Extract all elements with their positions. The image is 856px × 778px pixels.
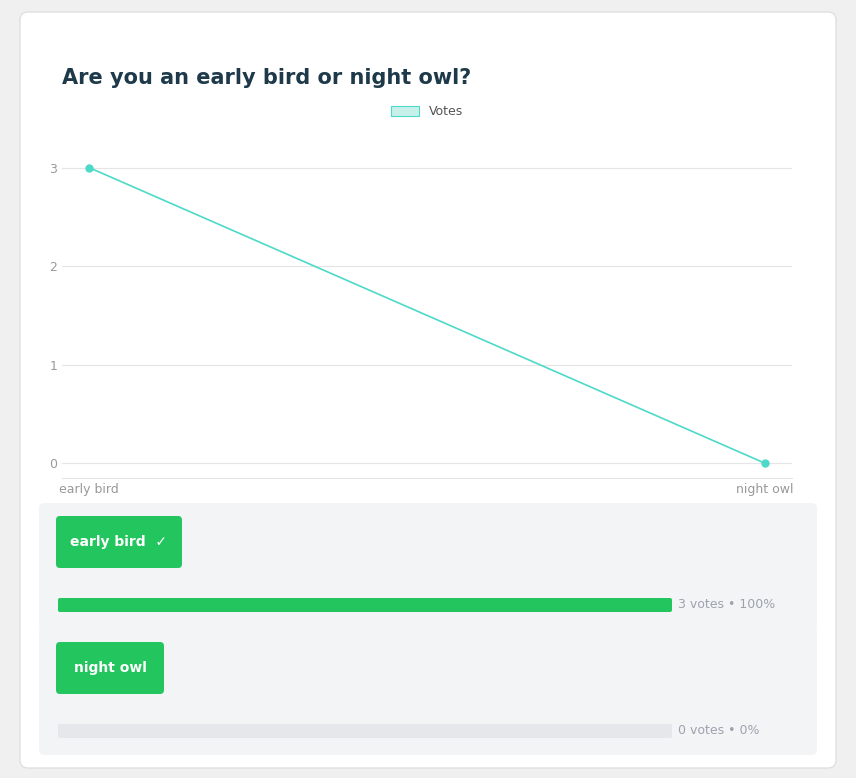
FancyBboxPatch shape [58,598,672,612]
FancyBboxPatch shape [39,627,817,755]
Text: night owl: night owl [74,661,146,675]
Text: Are you an early bird or night owl?: Are you an early bird or night owl? [62,68,472,88]
Text: early bird  ✓: early bird ✓ [70,535,168,549]
FancyBboxPatch shape [56,642,164,694]
FancyBboxPatch shape [58,598,672,612]
Text: 0 votes • 0%: 0 votes • 0% [678,724,759,738]
Text: 3 votes • 100%: 3 votes • 100% [678,598,776,612]
FancyBboxPatch shape [20,12,836,768]
FancyBboxPatch shape [39,503,817,631]
FancyBboxPatch shape [56,516,182,568]
Legend: Votes: Votes [386,100,468,123]
FancyBboxPatch shape [58,724,672,738]
